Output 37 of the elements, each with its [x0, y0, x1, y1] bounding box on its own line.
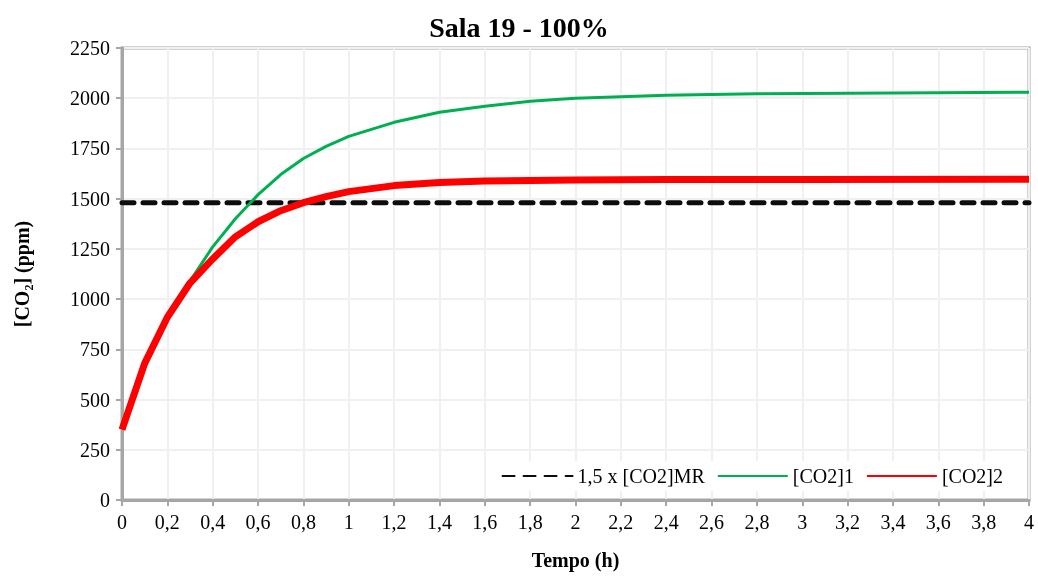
x-tick-label: 1,2: [381, 511, 407, 533]
x-tick-label: 3: [797, 511, 808, 533]
y-tick-label: 1500: [70, 187, 110, 210]
x-tick-label: 0,2: [154, 511, 180, 533]
legend-label: [CO2]2: [941, 465, 1004, 487]
y-tick-label: 250: [80, 438, 110, 461]
x-tick-label: 1,4: [426, 511, 452, 533]
x-tick-label: 2,4: [653, 511, 679, 533]
x-tick-label: 0,8: [290, 511, 316, 533]
y-tick-label: 2250: [70, 37, 110, 59]
x-tick-label: 0: [117, 511, 127, 533]
x-tick-label: 3,8: [971, 511, 997, 533]
x-tick-label: 2,6: [699, 511, 725, 533]
x-tick-label: 2: [570, 511, 581, 533]
y-tick-label: 1750: [70, 137, 110, 160]
y-tick-label: 750: [80, 338, 110, 361]
legend-label: [CO2]1: [792, 465, 854, 487]
y-tick-label: 1250: [70, 237, 110, 260]
x-tick-label: 0,6: [245, 511, 271, 533]
y-tick-label: 500: [80, 388, 110, 411]
chart-title: Sala 19 - 100%: [429, 11, 609, 43]
x-tick-label: 2,2: [608, 511, 634, 533]
y-tick-label: 2000: [70, 87, 110, 110]
x-axis-title: Tempo (h): [531, 549, 620, 572]
x-tick-label: 3,2: [835, 511, 861, 533]
x-tick-label: 3,4: [880, 511, 906, 533]
y-axis-title: [CO₂] (ppm): [11, 220, 34, 328]
y-tick-label: 0: [100, 489, 110, 511]
legend-label: 1,5 x [CO2]MR: [577, 465, 706, 487]
x-tick-label: 4: [1024, 511, 1034, 533]
x-tick-label: 1,6: [472, 511, 498, 533]
x-tick-label: 3,6: [925, 511, 951, 533]
x-tick-label: 1,8: [517, 511, 543, 533]
x-tick-label: 0,4: [200, 511, 226, 533]
y-tick-label: 1000: [70, 288, 110, 311]
x-tick-label: 1: [343, 511, 354, 533]
x-tick-label: 2,8: [744, 511, 770, 533]
